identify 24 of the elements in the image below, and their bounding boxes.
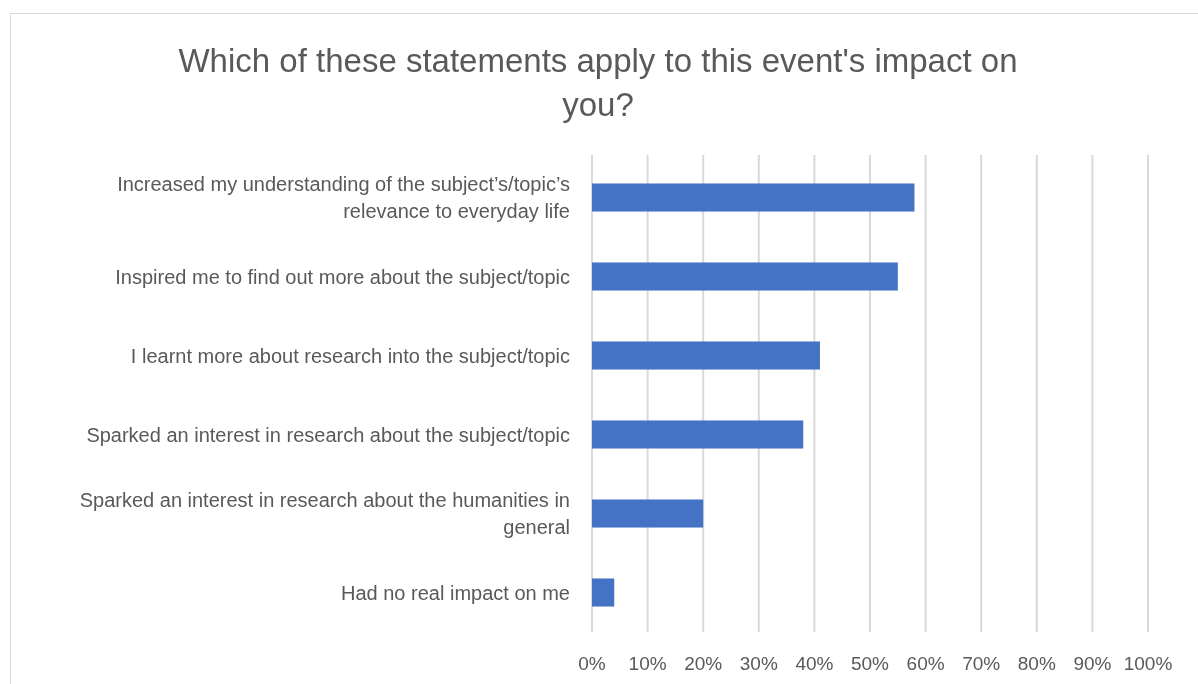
bar <box>592 499 704 528</box>
x-tick-label: 90% <box>1073 653 1112 674</box>
bar <box>592 341 820 370</box>
y-tick-label: I learnt more about research into the subject/topic <box>130 344 570 367</box>
y-tick-label: Increased my understanding of the subject’s/topic’s relevance to everyday life <box>117 173 570 222</box>
x-tick-label: 70% <box>962 653 1001 674</box>
bar <box>592 262 898 291</box>
x-tick-label: 50% <box>850 653 890 674</box>
chart-title: Which of these statements apply to this event's impact on you? <box>178 42 1018 123</box>
x-tick-label: 10% <box>628 653 667 674</box>
y-tick-label: Sparked an interest in research about the subject/topic <box>86 423 570 446</box>
x-tick-label: 20% <box>684 653 723 674</box>
x-tick-label: 0% <box>578 653 606 674</box>
y-tick-label: Had no real impact on me <box>340 581 570 604</box>
y-tick-label: Inspired me to find out more about the subject/topic <box>115 265 570 288</box>
x-tick-label: 80% <box>1017 653 1056 674</box>
x-tick-label: 60% <box>906 653 945 674</box>
x-tick-label: 30% <box>739 653 778 674</box>
bar <box>592 578 615 607</box>
x-tick-label: 40% <box>795 653 834 674</box>
x-tick-label: 100% <box>1123 653 1173 674</box>
bar <box>592 183 915 212</box>
bar <box>592 420 804 449</box>
y-tick-label: Sparked an interest in research about the humanities in general <box>79 489 570 538</box>
